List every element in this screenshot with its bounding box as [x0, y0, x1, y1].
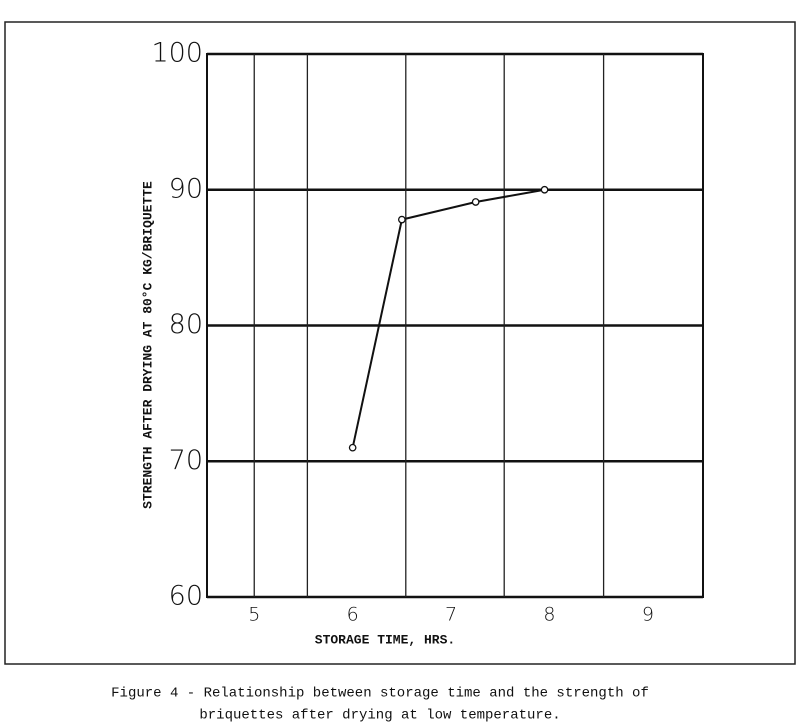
figure-frame: [4, 21, 796, 665]
x-tick-label: 5: [248, 604, 260, 626]
y-tick-label: 100: [151, 38, 203, 69]
y-tick-label: 90: [169, 173, 203, 204]
caption: briquettes after drying at low temperatu…: [199, 708, 560, 724]
y-tick-label: 60: [169, 581, 203, 612]
x-tick-label: 7: [445, 604, 457, 626]
y-tick-label: 80: [169, 309, 203, 340]
data-point: [348, 443, 357, 452]
x-axis-label: STORAGE TIME, HRS.: [315, 632, 455, 647]
x-tick-label: 8: [543, 604, 555, 626]
data-point: [471, 198, 480, 206]
data-point: [398, 215, 406, 224]
data-line: [351, 188, 545, 448]
x-tick-label: 6: [347, 604, 359, 626]
data-point: [540, 185, 549, 194]
y-tick-label: 70: [169, 445, 203, 476]
caption: Figure 4 - Relationship between storage …: [111, 686, 649, 702]
y-axis-label: STRENGTH AFTER DRYING AT 80°C KG/BRIQUET…: [140, 181, 155, 509]
x-tick-label: 9: [642, 604, 654, 626]
